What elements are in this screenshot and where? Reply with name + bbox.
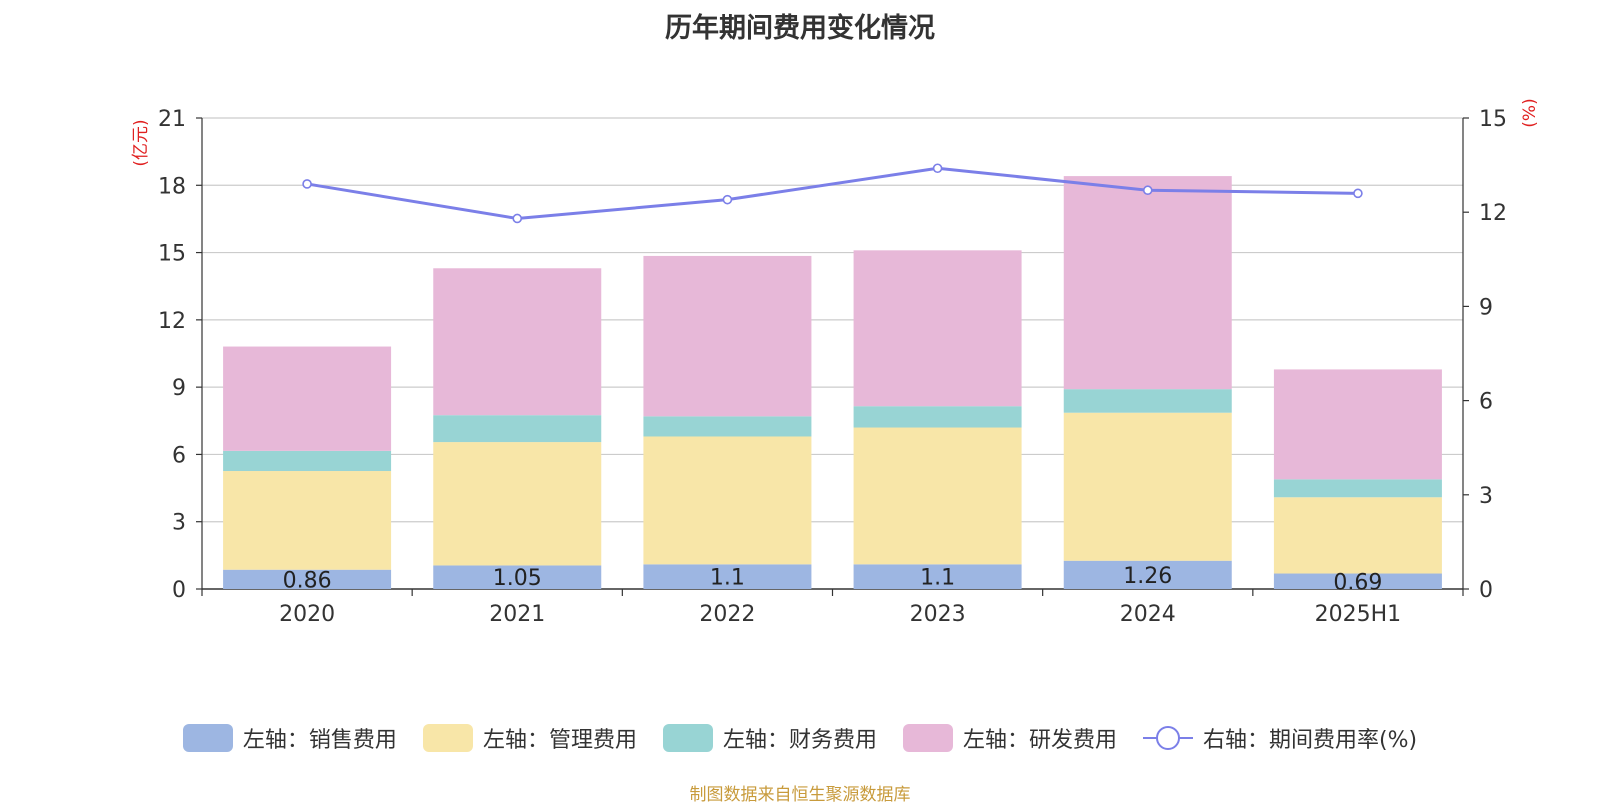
bar-admin <box>643 436 812 565</box>
bar-sales <box>223 569 392 589</box>
chart-title: 历年期间费用变化情况 <box>665 13 935 44</box>
legend-label-rate: 右轴：期间费用率(%) <box>1202 728 1418 753</box>
y-right-unit-label: (%) <box>1520 98 1540 127</box>
legend-swatch-rd <box>902 724 953 752</box>
bar-admin <box>1273 497 1442 574</box>
data-label-sales: 0.69 <box>1333 570 1382 595</box>
bar-admin <box>433 442 602 566</box>
legend-label-sales: 左轴：销售费用 <box>242 728 397 753</box>
data-label-sales: 1.05 <box>493 566 542 591</box>
data-label-sales: 1.1 <box>920 566 955 591</box>
legend-label-admin: 左轴：管理费用 <box>482 728 637 753</box>
y-left-tick-label: 21 <box>158 107 186 132</box>
legend-item-finance[interactable]: 左轴：财务费用 <box>662 722 877 754</box>
data-source-footer: 制图数据来自恒生聚源数据库 <box>689 785 911 805</box>
bar-sales <box>853 564 1022 589</box>
data-label-sales: 0.86 <box>283 568 332 593</box>
y-left-unit-label: (亿元) <box>131 119 151 166</box>
line-point-expense-rate <box>302 179 312 189</box>
chart-legend: 左轴：销售费用 左轴：管理费用 左轴：财务费用 左轴：研发费用 右轴：期间费用率… <box>0 720 1600 756</box>
y-right-tick-label: 15 <box>1479 107 1507 132</box>
y-right-tick-label: 9 <box>1479 295 1493 320</box>
line-expense-rate <box>306 166 1358 220</box>
line-point-expense-rate <box>722 194 733 205</box>
y-right-tick-label: 12 <box>1479 201 1507 226</box>
bar-rd <box>853 250 1022 407</box>
bar-sales <box>643 564 812 589</box>
legend-swatch-sales <box>182 724 233 752</box>
legend-item-sales[interactable]: 左轴：销售费用 <box>182 722 397 754</box>
x-tick-label: 2021 <box>489 602 545 627</box>
bar-finance <box>1273 479 1442 498</box>
line-point-expense-rate <box>932 163 943 174</box>
data-label-sales: 1.26 <box>1123 564 1172 589</box>
line-point-expense-rate <box>1353 188 1363 199</box>
bar-rd <box>433 268 602 416</box>
y-left-tick-label: 0 <box>172 578 186 603</box>
bar-sales <box>1063 560 1232 589</box>
bar-finance <box>1063 389 1232 413</box>
legend-swatch-finance <box>662 724 713 752</box>
y-left-tick-label: 9 <box>172 376 186 401</box>
legend-swatch-rate <box>1142 724 1193 752</box>
legend-item-rate[interactable]: 右轴：期间费用率(%) <box>1142 722 1418 754</box>
y-left-tick-label: 18 <box>158 174 186 199</box>
bar-admin <box>223 471 392 570</box>
line-point-expense-rate <box>512 213 523 224</box>
legend-label-rd: 左轴：研发费用 <box>962 728 1117 753</box>
y-right-tick-label: 6 <box>1479 390 1493 415</box>
legend-item-rd[interactable]: 左轴：研发费用 <box>902 722 1117 754</box>
data-label-sales: 1.1 <box>710 566 745 591</box>
y-left-tick-label: 12 <box>158 309 186 334</box>
x-tick-label: 2020 <box>279 602 335 627</box>
y-left-tick-label: 6 <box>172 443 186 468</box>
bar-rd <box>223 346 392 451</box>
bar-finance <box>853 406 1022 428</box>
bar-rd <box>1063 176 1232 390</box>
bar-admin <box>853 427 1022 565</box>
bar-sales <box>1273 573 1442 589</box>
y-left-tick-label: 3 <box>172 511 186 536</box>
bar-rd <box>643 255 812 417</box>
bar-rd <box>1273 369 1442 480</box>
y-right-tick-label: 0 <box>1479 578 1493 603</box>
legend-label-finance: 左轴：财务费用 <box>722 728 877 753</box>
bar-finance <box>223 450 392 472</box>
legend-item-admin[interactable]: 左轴：管理费用 <box>422 722 637 754</box>
bar-sales <box>433 565 602 589</box>
y-right-tick-label: 3 <box>1479 484 1493 509</box>
bar-finance <box>433 415 602 443</box>
bar-finance <box>643 416 812 437</box>
line-point-expense-rate <box>1142 185 1153 196</box>
legend-swatch-admin <box>422 724 473 752</box>
x-tick-label: 2022 <box>699 602 755 627</box>
x-tick-label: 2025H1 <box>1315 602 1402 627</box>
bar-admin <box>1063 412 1232 561</box>
chart-plot: 0 3 6 9 12 15 18 21 (亿元) 0 3 6 9 12 15 (%) 2020 2021 2022 2… <box>131 98 1540 627</box>
x-tick-label: 2023 <box>910 602 966 627</box>
y-left-tick-label: 15 <box>158 242 186 267</box>
x-tick-label: 2024 <box>1120 602 1176 627</box>
